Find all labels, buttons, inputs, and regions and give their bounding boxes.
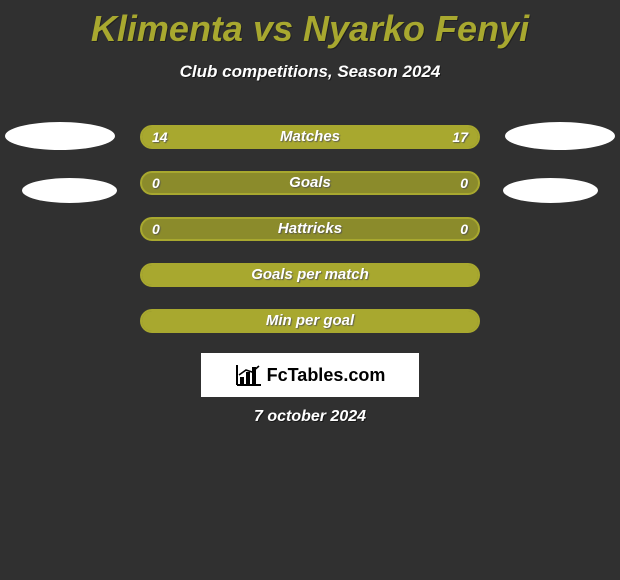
bar-label: Goals (142, 173, 478, 193)
bar-min-per-goal: Min per goal (140, 309, 480, 333)
player-left-ellipse-2 (22, 178, 117, 203)
comparison-bars: 14 Matches 17 0 Goals 0 0 Hattricks 0 Go… (140, 125, 480, 355)
bar-label: Goals per match (142, 265, 478, 285)
bar-value-right: 0 (460, 219, 468, 239)
player-right-ellipse-2 (503, 178, 598, 203)
bar-label: Min per goal (142, 311, 478, 331)
bar-matches: 14 Matches 17 (140, 125, 480, 149)
brand-box[interactable]: FcTables.com (201, 353, 419, 397)
bar-hattricks: 0 Hattricks 0 (140, 217, 480, 241)
bar-label: Hattricks (142, 219, 478, 239)
bar-value-right: 0 (460, 173, 468, 193)
player-right-ellipse-1 (505, 122, 615, 150)
player-left-ellipse-1 (5, 122, 115, 150)
bar-label: Matches (142, 127, 478, 147)
footer-date: 7 october 2024 (0, 408, 620, 426)
brand-chart-icon (235, 363, 263, 387)
page-title: Klimenta vs Nyarko Fenyi (0, 0, 620, 50)
bar-goals-per-match: Goals per match (140, 263, 480, 287)
bar-value-right: 17 (452, 127, 468, 147)
bar-goals: 0 Goals 0 (140, 171, 480, 195)
page-subtitle: Club competitions, Season 2024 (0, 62, 620, 82)
brand-text: FcTables.com (267, 365, 386, 386)
